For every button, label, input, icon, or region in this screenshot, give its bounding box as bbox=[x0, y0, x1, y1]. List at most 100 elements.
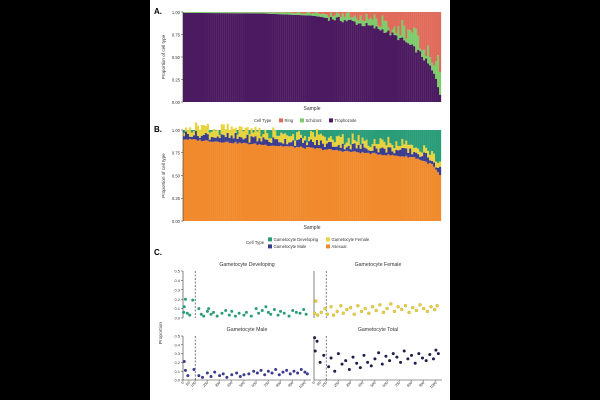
a-bar-trophozoite bbox=[308, 15, 311, 103]
a-bar-ring bbox=[423, 12, 426, 50]
a-bar-schizont bbox=[329, 12, 332, 18]
a-bar-trophozoite bbox=[361, 26, 364, 102]
b-bar-asexual bbox=[377, 154, 380, 221]
a-bar-ring bbox=[385, 12, 388, 22]
a-legend-swatch bbox=[300, 118, 304, 123]
scatter-point bbox=[322, 353, 326, 357]
a-bar-schizont bbox=[298, 12, 301, 16]
scatter-point bbox=[242, 313, 246, 317]
b-bar-gametocyte-male bbox=[345, 147, 348, 151]
b-bar-gametocyte-male bbox=[238, 136, 241, 143]
scatter-point bbox=[407, 310, 411, 315]
a-bar-ring bbox=[300, 12, 303, 14]
b-bar-asexual bbox=[268, 145, 271, 221]
b-bar-asexual bbox=[212, 141, 215, 221]
scatter-point bbox=[313, 336, 317, 340]
a-y-tick-label: 0.50 bbox=[172, 55, 181, 60]
scatter-point bbox=[381, 310, 386, 315]
a-bar-schizont bbox=[377, 25, 380, 29]
scatter-point bbox=[209, 374, 213, 378]
a-bar-trophozoite bbox=[210, 13, 213, 103]
scatter-point bbox=[417, 352, 421, 356]
b-bar-gametocyte-female bbox=[292, 134, 295, 141]
b-bar-gametocyte-male bbox=[240, 137, 243, 144]
a-bar-ring bbox=[292, 12, 295, 13]
b-bar-gametocyte-male bbox=[278, 142, 281, 147]
a-bar-schizont bbox=[183, 12, 186, 13]
b-bar-asexual bbox=[270, 145, 273, 221]
b-bar-gametocyte-male bbox=[327, 141, 331, 150]
b-bar-gametocyte-developing bbox=[377, 130, 380, 144]
b-bar-gametocyte-male bbox=[429, 160, 432, 163]
a-bar-schizont bbox=[192, 12, 196, 13]
a-bar-schizont bbox=[206, 12, 209, 14]
b-bar-asexual bbox=[345, 150, 348, 221]
b-bar-asexual bbox=[252, 143, 255, 221]
b-bar-gametocyte-male bbox=[304, 140, 307, 149]
b-bar-gametocyte-male bbox=[333, 146, 336, 151]
a-bar-ring bbox=[317, 12, 321, 14]
b-bar-gametocyte-developing bbox=[437, 130, 440, 163]
a-bar-ring bbox=[373, 12, 376, 15]
a-bar-trophozoite bbox=[345, 21, 348, 102]
b-bar-gametocyte-female bbox=[343, 144, 346, 150]
scatter-point bbox=[249, 314, 253, 318]
b-bar-asexual bbox=[351, 151, 354, 221]
a-bar-ring bbox=[333, 12, 336, 16]
b-bar-gametocyte-female bbox=[264, 129, 267, 140]
a-bar-schizont bbox=[323, 14, 327, 18]
b-bar-gametocyte-male bbox=[290, 142, 293, 147]
scatter-point bbox=[183, 297, 187, 301]
a-bar-schizont bbox=[294, 13, 297, 15]
b-bar-asexual bbox=[353, 151, 356, 221]
a-bar-schizont bbox=[339, 17, 342, 21]
a-bar-ring bbox=[296, 12, 299, 13]
scatter-point bbox=[201, 375, 205, 379]
a-bar-trophozoite bbox=[262, 13, 265, 103]
a-bar-schizont bbox=[222, 12, 225, 14]
b-bar-gametocyte-developing bbox=[290, 130, 293, 137]
b-bar-gametocyte-male bbox=[270, 142, 273, 146]
a-bar-trophozoite bbox=[425, 58, 428, 102]
b-bar-gametocyte-developing bbox=[183, 130, 186, 133]
b-bar-gametocyte-male bbox=[353, 143, 356, 152]
b-bar-gametocyte-female bbox=[242, 131, 245, 140]
b-bar-gametocyte-female bbox=[244, 127, 247, 139]
a-bar-schizont bbox=[371, 19, 374, 26]
a-bar-trophozoite bbox=[421, 56, 424, 102]
a-bar-trophozoite bbox=[254, 13, 257, 103]
b-bar-gametocyte-male bbox=[337, 145, 340, 151]
b-legend-title: Cell Type bbox=[246, 240, 265, 245]
a-bar-schizont bbox=[409, 30, 412, 45]
facet-x-tick-label: 700 bbox=[394, 381, 401, 388]
b-bar-gametocyte-female bbox=[427, 150, 430, 158]
b-bar-asexual bbox=[200, 141, 203, 221]
scatter-point bbox=[355, 361, 359, 365]
a-bar-ring bbox=[405, 12, 408, 39]
a-bar-schizont bbox=[359, 15, 362, 24]
a-bar-schizont bbox=[266, 12, 269, 14]
b-bar-asexual bbox=[258, 144, 261, 221]
b-bar-gametocyte-male bbox=[393, 153, 396, 156]
a-bar-schizont bbox=[224, 12, 227, 14]
b-bar-asexual bbox=[323, 149, 327, 221]
a-bar-schizont bbox=[351, 17, 354, 21]
b-bar-asexual bbox=[292, 146, 295, 221]
a-legend-title: Cell Type bbox=[254, 118, 272, 123]
b-bar-gametocyte-male bbox=[321, 143, 325, 151]
b-bar-asexual bbox=[214, 141, 217, 221]
a-bar-ring bbox=[353, 12, 356, 16]
a-bar-schizont bbox=[417, 35, 420, 50]
facet-gametocyte-total: Gametocyte Total 0 50 100 200 300 400 500 600 700… bbox=[311, 327, 442, 389]
a-bar-trophozoite bbox=[353, 21, 356, 103]
b-bar-asexual bbox=[329, 149, 332, 221]
b-bar-asexual bbox=[248, 144, 251, 221]
b-bar-gametocyte-developing bbox=[270, 130, 273, 139]
b-bar-gametocyte-male bbox=[302, 142, 305, 148]
a-bar-ring bbox=[415, 12, 418, 29]
a-bar-trophozoite bbox=[306, 15, 309, 103]
b-bar-gametocyte-female bbox=[345, 142, 348, 148]
scatter-point bbox=[351, 355, 355, 359]
a-bar-ring bbox=[355, 12, 358, 19]
scatter-point bbox=[259, 368, 263, 372]
